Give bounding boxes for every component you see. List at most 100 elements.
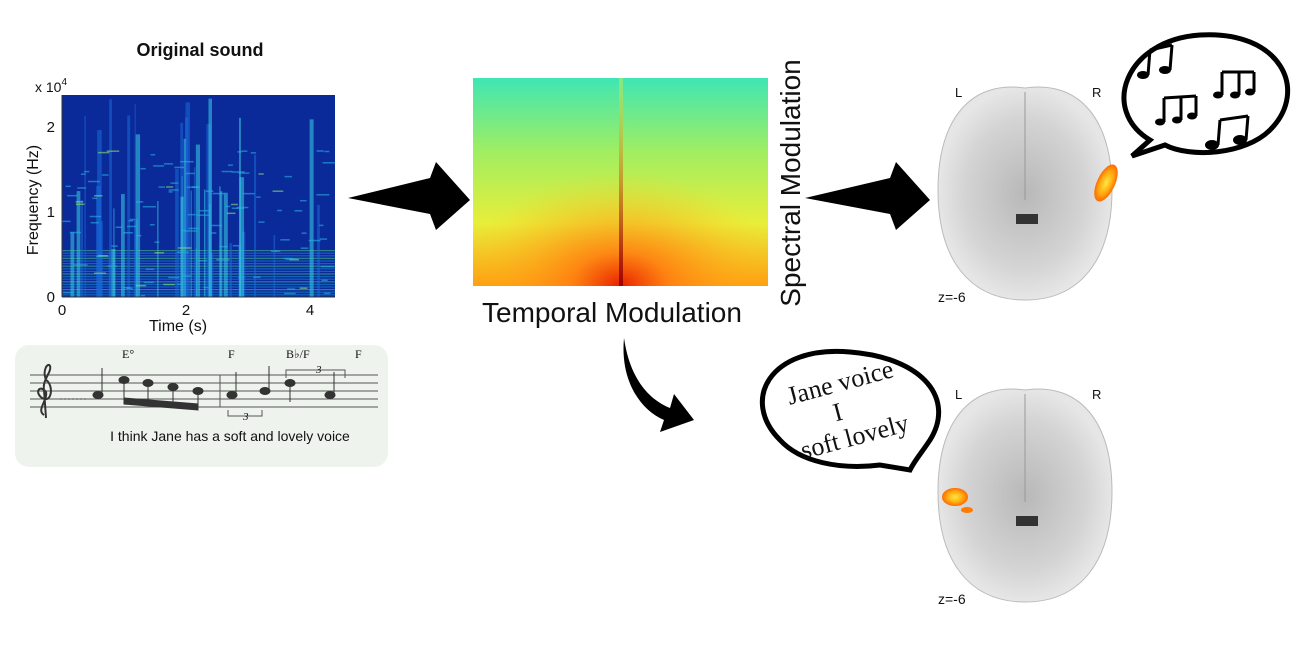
spectrogram-texture	[193, 167, 196, 297]
spectrogram-texture	[275, 250, 281, 252]
spectrogram-texture	[69, 231, 81, 234]
spectrogram-texture	[129, 218, 135, 221]
spectrogram-texture	[163, 283, 175, 286]
spectrogram-texture	[319, 238, 328, 240]
spectrogram-texture	[228, 164, 233, 166]
spectrogram-texture	[92, 197, 98, 200]
x-axis-label: Temporal Modulation	[482, 297, 742, 328]
curved-arrow	[623, 338, 694, 432]
x-axis-label: Time (s)	[149, 318, 207, 335]
spectrogram-texture	[287, 288, 296, 290]
spectrogram-texture	[242, 192, 255, 195]
spectrogram-texture	[83, 170, 90, 173]
spectrogram-texture	[163, 163, 174, 165]
hemisphere-label: L	[955, 387, 962, 402]
spectrogram-texture	[75, 203, 85, 206]
staff	[30, 374, 378, 408]
spectrogram-texture	[272, 190, 284, 192]
spectrogram-texture	[168, 276, 180, 279]
spectrogram-texture	[135, 201, 144, 203]
spectrogram-texture	[77, 187, 87, 189]
triplet-brackets	[227, 369, 346, 417]
spectrogram-texture	[89, 215, 102, 218]
spectrogram-texture	[145, 268, 155, 270]
spectrogram-texture	[150, 153, 156, 156]
spectrogram-texture	[186, 172, 195, 175]
spectrogram-texture	[238, 172, 250, 174]
spectrogram-texture	[203, 286, 209, 289]
spectrogram-texture	[225, 205, 231, 208]
spectrogram-texture	[258, 173, 264, 175]
spectrogram-texture	[216, 259, 230, 261]
spectrogram-texture	[115, 226, 123, 229]
spectrogram-texture	[63, 291, 74, 294]
spectrogram-texture	[208, 98, 212, 297]
spectrogram-texture	[84, 116, 86, 297]
spectrogram-texture	[142, 206, 156, 208]
axis-multiplier: x 104	[35, 77, 67, 95]
speech-bubble	[760, 348, 942, 473]
spectrogram-texture	[323, 292, 331, 295]
music-notes	[1137, 43, 1256, 150]
spectrogram-texture	[212, 192, 225, 195]
chord-label: B♭/F	[286, 347, 310, 361]
spectrogram-texture	[135, 134, 141, 297]
spectrogram-texture	[87, 180, 100, 183]
slice-label: z=-6	[938, 289, 966, 305]
spectrogram-texture	[231, 171, 245, 173]
spectrogram-texture	[157, 200, 159, 297]
spectrogram-texture	[182, 275, 191, 277]
spectrogram-texture	[229, 243, 232, 297]
spectrogram-texture	[158, 186, 165, 188]
spectrogram-texture	[168, 191, 173, 193]
spectrogram-texture	[76, 191, 81, 297]
spectrogram-texture	[231, 207, 245, 209]
spectrogram-texture	[197, 259, 208, 262]
y-axis-label: Frequency (Hz)	[25, 145, 42, 255]
spectrogram-texture	[210, 224, 223, 227]
spectrogram-texture	[154, 252, 165, 254]
triplet-label: 3	[315, 364, 322, 376]
y-tick-label: 1	[47, 204, 55, 221]
spectrogram-texture	[280, 239, 290, 241]
spectrogram-texture	[190, 190, 192, 297]
brain-slice	[937, 86, 1118, 301]
spectrogram-texture	[121, 194, 125, 297]
spectrogram-texture	[80, 200, 83, 297]
chord-label: F	[228, 347, 235, 361]
spectrogram-texture	[90, 221, 99, 224]
spectrogram-texture	[309, 119, 314, 297]
y-tick-label: 2	[47, 119, 55, 136]
spectrogram-texture	[284, 292, 296, 295]
spectrogram-texture	[230, 203, 238, 206]
spectrogram-texture	[187, 213, 196, 216]
spectrogram-texture	[109, 99, 112, 298]
spectrogram-texture	[134, 103, 136, 297]
spectrogram-texture	[253, 276, 261, 278]
spectrogram-texture	[316, 194, 330, 196]
triplet-label: 3	[242, 411, 249, 423]
spectrogram-texture	[185, 102, 191, 297]
spectrogram-texture	[179, 160, 194, 163]
spectrogram-texture	[220, 191, 223, 297]
spectrogram-texture	[211, 232, 217, 234]
spectrogram-texture	[140, 294, 146, 297]
spectrogram-texture	[70, 232, 75, 297]
spectrogram-texture	[143, 281, 154, 284]
multiplier-base: x 10	[35, 79, 62, 95]
panel-title: Original sound	[136, 40, 263, 60]
slice-label: z=-6	[938, 591, 966, 607]
spectrogram-texture	[180, 196, 184, 297]
spectrogram-texture	[113, 208, 115, 297]
spectrogram-texture	[256, 196, 261, 198]
spectrogram-texture	[110, 248, 116, 297]
spectrogram-texture	[210, 253, 214, 297]
spectrogram-texture	[174, 166, 185, 169]
spectrogram-texture	[203, 189, 206, 297]
spectrogram-texture	[107, 265, 118, 267]
spectrogram-texture	[166, 186, 174, 188]
spectrogram-texture	[196, 214, 210, 216]
hemisphere-label: R	[1092, 387, 1101, 402]
spectrogram-texture	[232, 244, 239, 247]
spectrogram-texture	[308, 239, 321, 242]
